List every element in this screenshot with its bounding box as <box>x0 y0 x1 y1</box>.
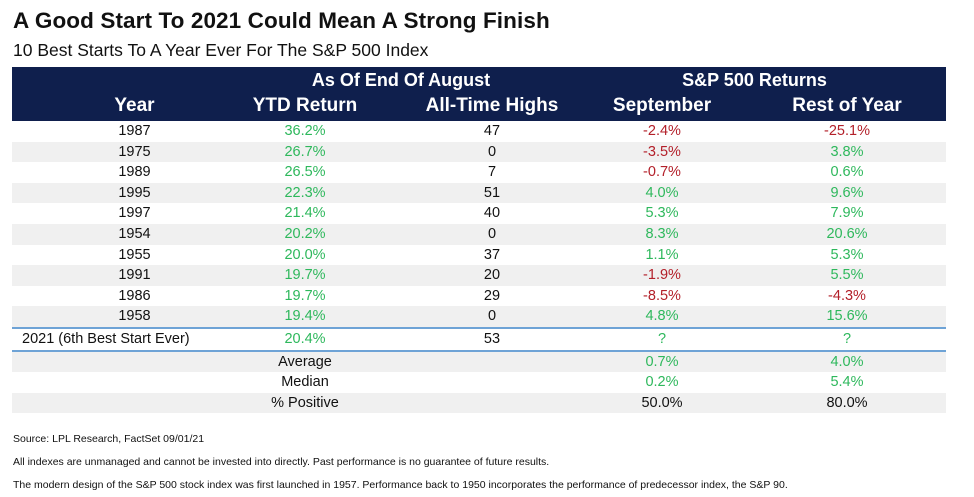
cell-september: 8.3% <box>645 225 679 242</box>
table-row: 1987 36.2% 47 -2.4% -25.1% <box>12 121 946 142</box>
cell-september: 5.3% <box>645 205 679 222</box>
summary-section: Average 0.7% 4.0% Median 0.2% 5.4% % Positive 5… <box>12 351 946 414</box>
table-row: 1955 20.0% 37 1.1% 5.3% <box>12 245 946 266</box>
summary-september: 50.0% <box>641 394 683 411</box>
cell-year: 1997 <box>118 205 151 222</box>
summary-september: 0.7% <box>645 353 679 370</box>
cell-september: -1.9% <box>643 267 681 284</box>
cell-rest-of-year: 5.3% <box>830 246 864 263</box>
cell-year: 1986 <box>118 287 151 304</box>
cell-year: 1975 <box>118 143 151 160</box>
cell-year: 1955 <box>118 246 151 263</box>
returns-table: As Of End Of August S&P 500 Returns Year… <box>12 67 946 414</box>
footnote-history: The modern design of the S&P 500 stock i… <box>13 479 788 491</box>
cell-september: 1.1% <box>645 246 679 263</box>
cell-all-time-highs: 47 <box>483 123 501 139</box>
current-year: 2021 (6th Best Start Ever) <box>22 330 190 347</box>
table-row: 1954 20.2% 0 8.3% 20.6% <box>12 223 946 245</box>
header-year: Year <box>114 95 155 116</box>
summary-row: Median 0.2% 5.4% <box>12 372 946 393</box>
chart-title: A Good Start To 2021 Could Mean A Strong… <box>13 8 550 33</box>
cell-all-time-highs: 0 <box>487 143 497 160</box>
cell-all-time-highs: 7 <box>487 164 497 181</box>
cell-all-time-highs: 20 <box>483 267 501 284</box>
cell-all-time-highs: 0 <box>487 308 497 325</box>
summary-label: Average <box>278 353 332 370</box>
cell-ytd-return: 20.0% <box>284 246 326 263</box>
footnote-source: Source: LPL Research, FactSet 09/01/21 <box>13 433 205 445</box>
chart-subtitle: 10 Best Starts To A Year Ever For The S&… <box>13 40 429 60</box>
cell-ytd-return: 19.7% <box>284 287 326 304</box>
cell-year: 1958 <box>118 308 151 325</box>
cell-september: -0.7% <box>643 164 681 181</box>
table-row: 1995 22.3% 51 4.0% 9.6% <box>12 182 946 204</box>
cell-september: -8.5% <box>643 287 681 304</box>
cell-rest-of-year: -25.1% <box>824 123 870 139</box>
header-ytd-return: YTD Return <box>252 95 358 116</box>
separator-bottom <box>12 349 946 352</box>
cell-all-time-highs: 40 <box>483 205 501 222</box>
current-sep: ? <box>657 330 667 347</box>
cell-september: -2.4% <box>643 123 681 139</box>
summary-september: 0.2% <box>645 374 679 391</box>
cell-rest-of-year: 20.6% <box>826 225 868 242</box>
cell-rest-of-year: 5.5% <box>830 267 864 284</box>
cell-year: 1954 <box>118 225 151 242</box>
cell-ytd-return: 26.5% <box>284 164 326 181</box>
cell-ytd-return: 20.2% <box>284 225 326 242</box>
table-row: 1989 26.5% 7 -0.7% 0.6% <box>12 162 946 183</box>
summary-row: % Positive 50.0% 80.0% <box>12 392 946 414</box>
separator-top <box>12 326 946 329</box>
cell-year: 1995 <box>118 184 151 201</box>
table-row: 1991 19.7% 20 -1.9% 5.5% <box>12 265 946 286</box>
current-rest: ? <box>842 330 852 347</box>
current-year-row: 2021 (6th Best Start Ever) 20.4% 53 ? ? <box>12 329 946 350</box>
header-september: September <box>612 95 712 116</box>
table-row: 1997 21.4% 40 5.3% 7.9% <box>12 203 946 224</box>
table-body: 1987 36.2% 47 -2.4% -25.1% 1975 26.7% 0 -3.5% 3.8… <box>12 121 946 327</box>
header-group-august: As Of End Of August <box>311 70 491 90</box>
header-rest-of-year: Rest of Year <box>792 95 902 116</box>
footnote-disclaimer: All indexes are unmanaged and cannot be … <box>13 456 550 468</box>
cell-rest-of-year: -4.3% <box>828 287 866 304</box>
summary-row: Average 0.7% 4.0% <box>12 351 946 373</box>
cell-ytd-return: 21.4% <box>284 205 326 222</box>
current-ytd: 20.4% <box>284 330 326 347</box>
cell-all-time-highs: 51 <box>483 184 501 201</box>
cell-ytd-return: 19.7% <box>284 267 326 284</box>
summary-rest-of-year: 4.0% <box>830 353 864 370</box>
summary-label: Median <box>281 374 329 391</box>
cell-rest-of-year: 9.6% <box>830 184 864 201</box>
cell-year: 1991 <box>118 267 151 284</box>
table-row: 1986 19.7% 29 -8.5% -4.3% <box>12 286 946 307</box>
current-ath: 53 <box>483 330 501 347</box>
cell-ytd-return: 19.4% <box>284 308 326 325</box>
cell-rest-of-year: 15.6% <box>826 308 868 325</box>
cell-year: 1987 <box>118 123 151 139</box>
table-row: 1975 26.7% 0 -3.5% 3.8% <box>12 141 946 163</box>
header-all-time-highs: All-Time Highs <box>425 95 559 116</box>
summary-rest-of-year: 80.0% <box>826 394 868 411</box>
cell-ytd-return: 22.3% <box>284 184 326 201</box>
cell-all-time-highs: 29 <box>483 287 501 304</box>
summary-rest-of-year: 5.4% <box>830 374 864 391</box>
table-header: As Of End Of August S&P 500 Returns Year… <box>12 67 946 121</box>
cell-all-time-highs: 0 <box>487 225 497 242</box>
summary-label: % Positive <box>271 394 339 411</box>
cell-september: 4.0% <box>645 184 679 201</box>
cell-all-time-highs: 37 <box>483 246 501 263</box>
header-group-sp500: S&P 500 Returns <box>682 70 827 90</box>
cell-september: -3.5% <box>643 143 681 160</box>
cell-rest-of-year: 7.9% <box>830 205 864 222</box>
cell-ytd-return: 26.7% <box>284 143 326 160</box>
cell-rest-of-year: 0.6% <box>830 164 864 181</box>
cell-ytd-return: 36.2% <box>284 123 326 139</box>
cell-rest-of-year: 3.8% <box>830 143 864 160</box>
table-row: 1958 19.4% 0 4.8% 15.6% <box>12 306 946 327</box>
cell-september: 4.8% <box>645 308 679 325</box>
cell-year: 1989 <box>118 164 151 181</box>
